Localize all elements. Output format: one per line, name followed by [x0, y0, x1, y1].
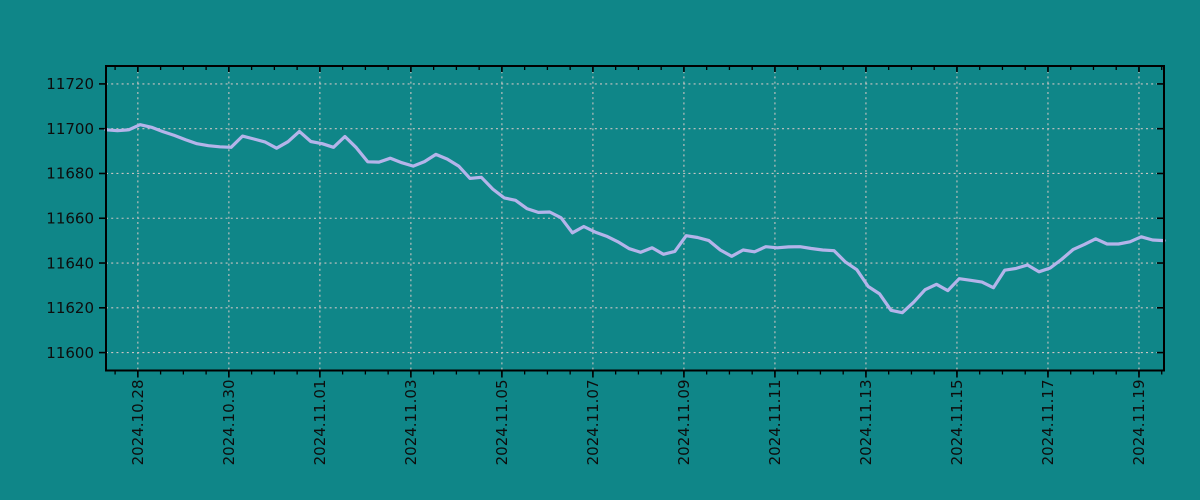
y-tick-label: 11700	[46, 120, 94, 138]
y-tick-label: 11640	[46, 254, 94, 272]
y-tick-label: 11620	[46, 299, 94, 317]
x-tick-label: 2024.11.07	[584, 380, 602, 466]
y-tick-label: 11660	[46, 210, 94, 228]
x-tick-label: 2024.10.28	[129, 380, 147, 466]
x-tick-label: 2024.11.01	[311, 380, 329, 466]
plot-frame	[105, 65, 1165, 372]
y-tick-label: 11680	[46, 165, 94, 183]
x-tick-label: 2024.11.17	[1039, 380, 1057, 466]
x-tick-label: 2024.11.13	[857, 380, 875, 466]
x-tick-label: 2024.11.09	[675, 380, 693, 466]
y-tick-label: 11600	[46, 344, 94, 362]
x-tick-label: 2024.11.15	[948, 380, 966, 466]
x-tick-label: 2024.10.30	[220, 380, 238, 466]
x-tick-label: 2024.11.05	[493, 380, 511, 466]
x-tick-label: 2024.11.19	[1130, 380, 1148, 466]
x-tick-label: 2024.11.11	[766, 380, 784, 466]
series-line-instances	[104, 123, 1166, 315]
x-tick-label: 2024.11.03	[402, 380, 420, 466]
y-tick-label: 11720	[46, 75, 94, 93]
